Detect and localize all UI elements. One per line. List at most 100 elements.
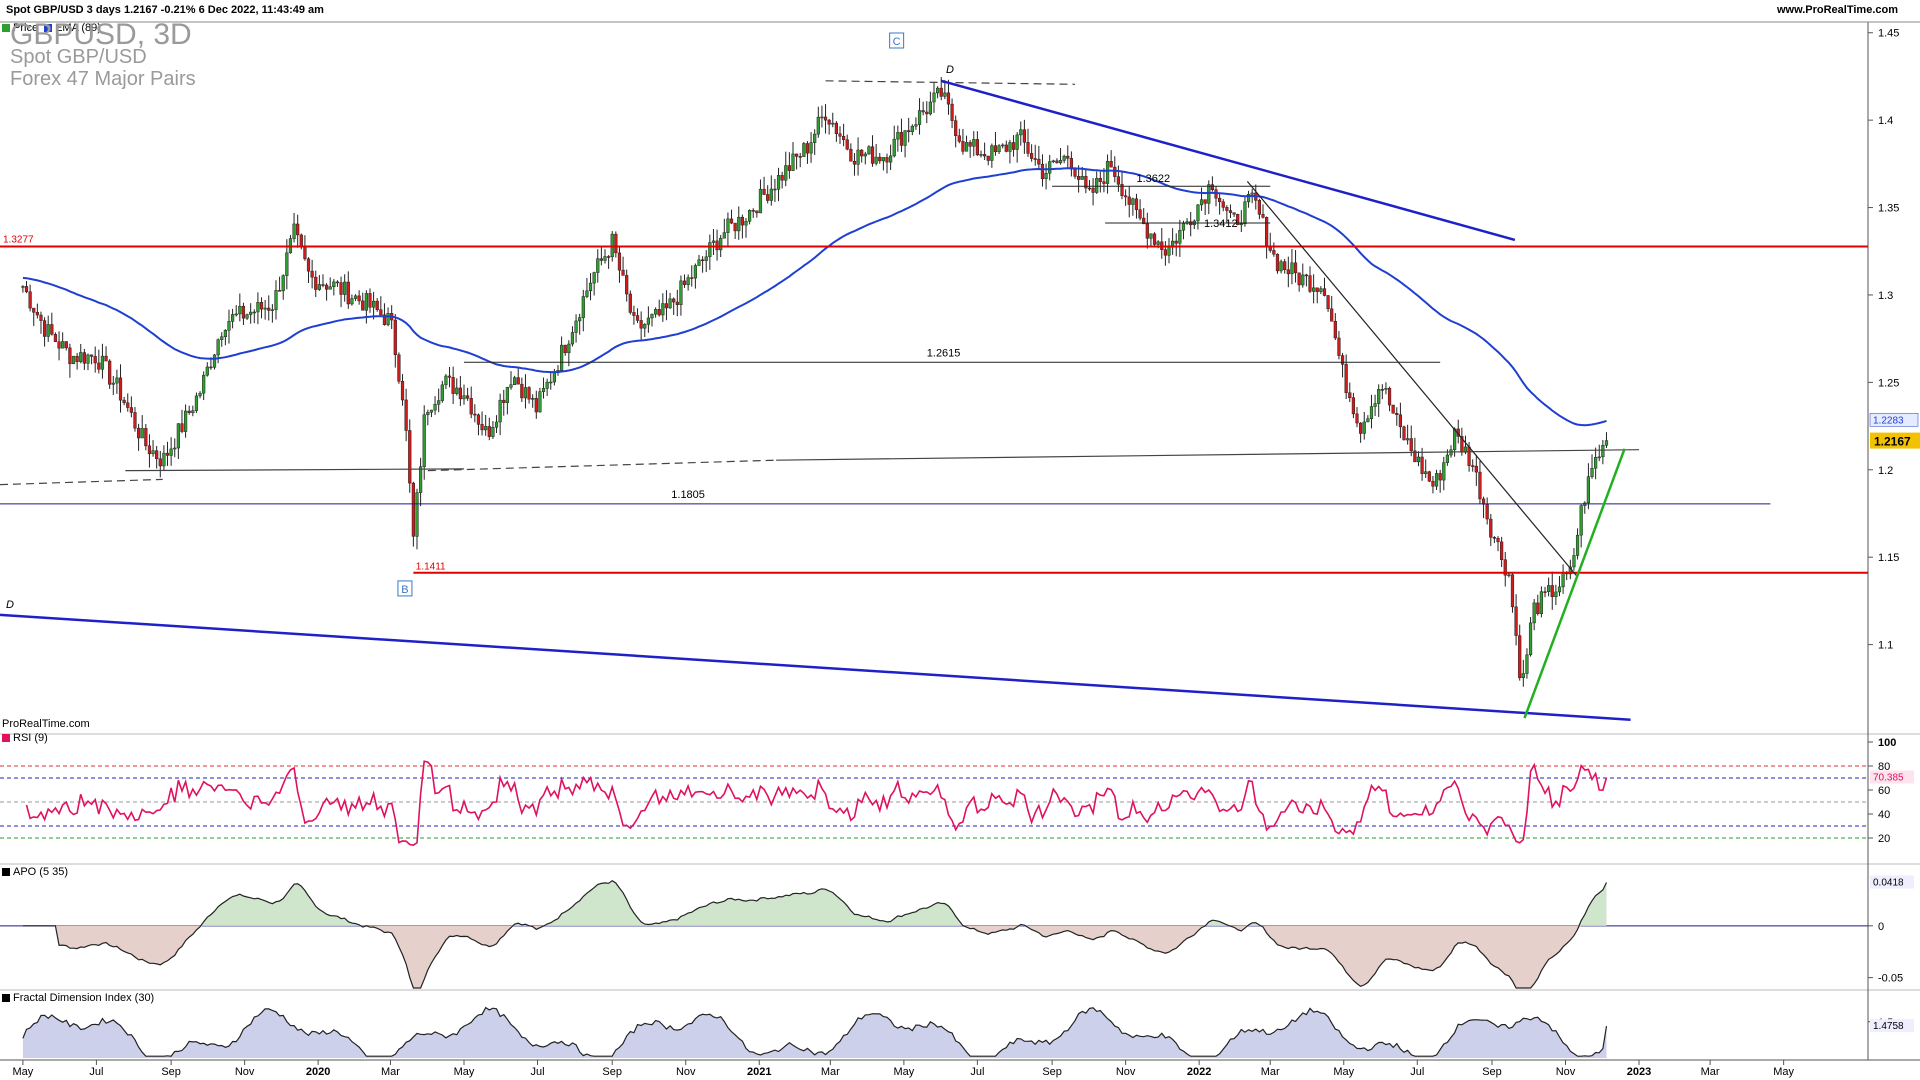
- candle-up: [1406, 438, 1410, 441]
- x-tick-label: 2022: [1187, 1066, 1211, 1078]
- rsi-swatch: [2, 734, 10, 743]
- candle-up: [343, 281, 347, 295]
- candle-down: [1297, 272, 1301, 286]
- candle-down: [487, 426, 491, 437]
- candle-up: [719, 237, 723, 251]
- apo-title: APO (5 35): [13, 866, 69, 878]
- candle-down: [108, 360, 112, 385]
- site-url[interactable]: www.ProRealTime.com: [1776, 4, 1898, 16]
- candle-down: [1221, 201, 1225, 208]
- instrument-symbol: GBPUSD, 3D: [10, 18, 192, 51]
- candle-up: [1597, 456, 1601, 459]
- instrument-info: GBPUSD, 3D Spot GBP/USD Forex 47 Major P…: [10, 18, 196, 91]
- candle-down: [1087, 187, 1092, 190]
- candle-up: [1149, 233, 1153, 239]
- candle-up: [610, 233, 614, 257]
- legend-ema-label: EMA (89): [55, 22, 101, 34]
- rsi-last-label: 70.385: [1873, 773, 1904, 784]
- candle-down: [1550, 585, 1554, 597]
- candle-up: [596, 258, 600, 273]
- candle-down: [1380, 389, 1384, 391]
- candle-up: [704, 256, 708, 261]
- candle-down: [1518, 635, 1522, 679]
- candle-down: [129, 407, 133, 413]
- candle-down: [411, 482, 415, 537]
- candle-down: [885, 157, 889, 163]
- candle-up: [997, 145, 1001, 153]
- fdi-swatch: [2, 994, 10, 1003]
- candle-up: [1246, 194, 1251, 203]
- x-tick-label: Jul: [1410, 1066, 1424, 1078]
- candle-up: [249, 311, 253, 315]
- last-price-label: 1.2167: [1874, 435, 1911, 449]
- candle-up: [1015, 134, 1019, 150]
- candle-down: [827, 119, 831, 125]
- neckline-solid-right: [776, 449, 1640, 461]
- legend-ema[interactable]: EMA (89): [44, 22, 101, 34]
- candle-down: [346, 281, 350, 305]
- x-tick-label: 2021: [747, 1066, 771, 1078]
- candle-up: [881, 157, 885, 162]
- candle-up: [686, 277, 690, 285]
- candle-up: [581, 296, 585, 318]
- candle-up: [541, 388, 546, 392]
- rsi-panel-label[interactable]: RSI (9): [2, 732, 48, 744]
- candle-down: [1330, 308, 1334, 322]
- candle-up: [444, 375, 448, 386]
- candle-down: [1510, 574, 1515, 608]
- candle-down: [1272, 250, 1276, 255]
- candle-up: [856, 149, 860, 165]
- rsi-y-tick-label: 20: [1878, 833, 1890, 845]
- legend-price[interactable]: Price: [2, 22, 38, 34]
- candle-up: [1453, 428, 1457, 451]
- candle-up: [917, 110, 922, 125]
- candle-down: [1308, 275, 1312, 292]
- candle-down: [502, 399, 506, 403]
- candle-down: [68, 347, 72, 365]
- candle-down: [1409, 438, 1413, 452]
- candle-down: [368, 293, 372, 308]
- candle-up: [205, 366, 209, 376]
- candle-up: [285, 252, 289, 276]
- candle-down: [136, 427, 141, 439]
- candle-up: [437, 400, 441, 405]
- chart-header-title: Spot GBP/USD 3 days 1.2167 -0.21% 6 Dec …: [6, 4, 324, 16]
- candle-up: [46, 324, 50, 337]
- candle-down: [53, 334, 58, 343]
- candle-down: [516, 377, 520, 385]
- candle-up: [418, 466, 423, 493]
- apo-panel-label[interactable]: APO (5 35): [2, 866, 68, 878]
- candle-up: [863, 153, 867, 157]
- candle-down: [925, 111, 929, 115]
- candle-down: [607, 256, 611, 258]
- candle-down: [241, 305, 246, 319]
- candle-down: [89, 354, 94, 357]
- candle-down: [1113, 166, 1117, 177]
- candle-up: [1062, 155, 1066, 161]
- candle-up: [1575, 534, 1580, 556]
- candle-up: [661, 303, 665, 316]
- candle-up: [256, 302, 260, 313]
- candle-up: [455, 387, 459, 394]
- x-tick-label: Sep: [602, 1066, 622, 1078]
- candle-down: [451, 377, 455, 394]
- candle-down: [1398, 414, 1403, 428]
- wave-box-B: [397, 580, 413, 597]
- level-label-11411: 1.1411: [416, 562, 446, 573]
- candle-down: [296, 223, 300, 236]
- candle-up: [223, 330, 227, 338]
- fdi-line: [22, 1006, 1608, 1057]
- candle-down: [1391, 404, 1395, 414]
- candle-up: [1445, 454, 1450, 463]
- candle-down: [1431, 480, 1435, 487]
- candle-up: [697, 259, 701, 266]
- candle-up: [1243, 201, 1247, 225]
- candle-down: [324, 284, 329, 290]
- apo-line: [22, 879, 1608, 989]
- candle-down: [400, 380, 405, 401]
- candle-up: [1434, 473, 1439, 487]
- candle-up: [79, 352, 83, 362]
- candle-up: [71, 355, 76, 365]
- fdi-panel-label[interactable]: Fractal Dimension Index (30): [2, 992, 154, 1004]
- candle-up: [1424, 471, 1428, 474]
